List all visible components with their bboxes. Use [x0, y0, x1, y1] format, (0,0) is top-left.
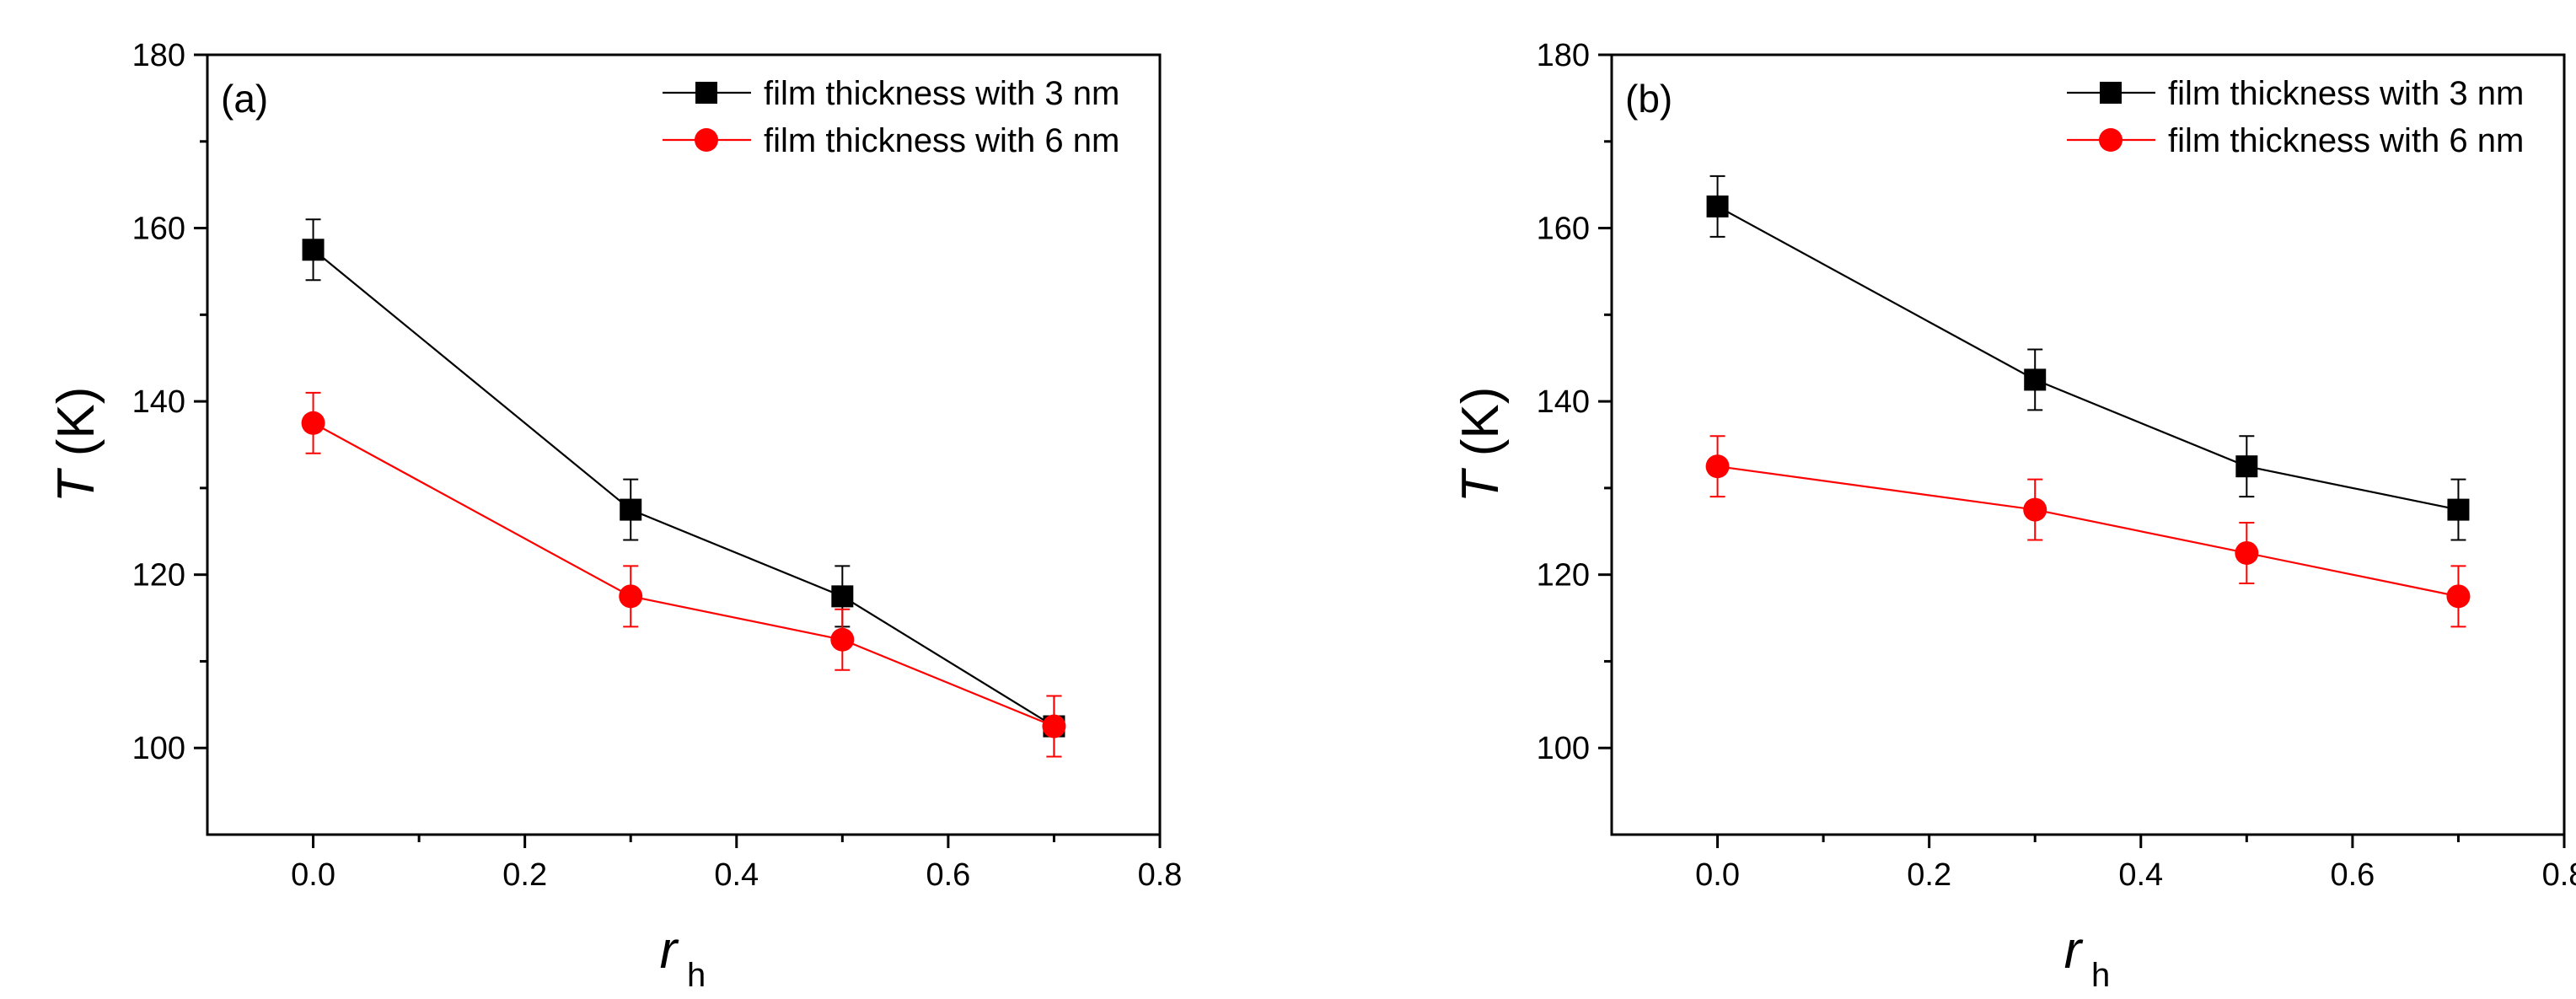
panel-label: (b) — [1625, 77, 1672, 121]
chart-panel-a: 0.0 0.2 0.4 0.6 0.8 100 120 140 160 180 r h T (K) (a)… — [47, 38, 1182, 994]
x-tick-label: 0.4 — [2118, 857, 2163, 893]
x-tick-label: 0.6 — [926, 857, 970, 893]
legend-marker-circle — [2099, 128, 2123, 152]
x-axis-label-subscript: h — [687, 957, 706, 994]
x-tick-label: 0.0 — [291, 857, 335, 893]
legend-label: film thickness with 3 nm — [764, 75, 1119, 112]
y-axis-label-space — [47, 456, 105, 470]
x-tick-label: 0.0 — [1695, 857, 1740, 893]
plot-frame — [1610, 53, 2566, 836]
y-tick-label: 100 — [1537, 731, 1590, 766]
data-point-square — [302, 239, 325, 261]
series-line — [312, 249, 1055, 728]
data-point-circle — [619, 584, 643, 609]
x-axis-label: r — [660, 921, 679, 980]
legend-marker-circle — [695, 128, 718, 152]
legend-label: film thickness with 6 nm — [764, 122, 1119, 159]
legend-marker-square — [695, 82, 717, 104]
y-tick-label: 140 — [132, 384, 185, 420]
series-line — [1717, 205, 2459, 511]
x-axis-label-subscript: h — [2091, 957, 2110, 994]
chart-panel-b: 0.0 0.2 0.4 0.6 0.8 100 120 140 160 180 rh T (K) (b)… — [1452, 38, 2576, 994]
legend-marker-square — [2100, 82, 2122, 104]
data-point-square — [2024, 368, 2047, 391]
legend-label: film thickness with 3 nm — [2168, 75, 2524, 112]
legend-label: film thickness with 6 nm — [2168, 122, 2524, 159]
panel-label: (a) — [221, 77, 268, 121]
x-tick-label: 0.8 — [2542, 857, 2576, 893]
series-6nm — [301, 391, 1066, 758]
y-axis-label-space — [1452, 456, 1510, 470]
data-point-circle — [1705, 454, 1730, 479]
series-3nm — [302, 218, 1065, 758]
x-tick-label: 0.4 — [714, 857, 759, 893]
plot-frame — [206, 53, 1162, 836]
data-point-circle — [2235, 540, 2259, 565]
y-axis-label-symbol: T — [47, 467, 105, 502]
y-axis-label: T (K) — [1452, 387, 1510, 503]
series-6nm — [1705, 435, 2471, 628]
data-point-square — [1706, 195, 1729, 218]
y-tick-label: 180 — [132, 38, 185, 73]
y-axis-label-symbol: T — [1452, 467, 1510, 502]
series-line — [313, 422, 1055, 728]
y-tick-label: 160 — [1537, 212, 1590, 247]
y-axis-label-unit: (K) — [1452, 387, 1510, 457]
y-axis-label-unit: (K) — [47, 387, 105, 457]
series-line — [1717, 465, 2459, 598]
y-tick-label: 180 — [1537, 38, 1590, 73]
data-point-square — [620, 498, 642, 521]
x-tick-label: 0.8 — [1138, 857, 1183, 893]
y-axis-label: T (K) — [47, 387, 105, 503]
data-point-circle — [1042, 714, 1066, 739]
data-point-circle — [830, 627, 855, 652]
data-point-square — [2235, 455, 2258, 478]
y-tick-label: 160 — [132, 212, 185, 247]
x-axis-label: r — [2064, 921, 2084, 980]
data-point-square — [831, 585, 854, 608]
x-tick-label: 0.2 — [502, 857, 547, 893]
x-tick-label: 0.2 — [1907, 857, 1951, 893]
series-3nm — [1706, 175, 2470, 541]
y-tick-label: 140 — [1537, 384, 1590, 420]
data-point-circle — [2446, 584, 2471, 609]
data-point-circle — [2023, 497, 2047, 522]
data-point-circle — [301, 411, 325, 435]
x-tick-label: 0.6 — [2330, 857, 2375, 893]
data-point-square — [2447, 498, 2470, 521]
y-tick-label: 120 — [132, 558, 185, 593]
y-tick-label: 100 — [132, 731, 185, 766]
y-tick-label: 120 — [1537, 558, 1590, 593]
